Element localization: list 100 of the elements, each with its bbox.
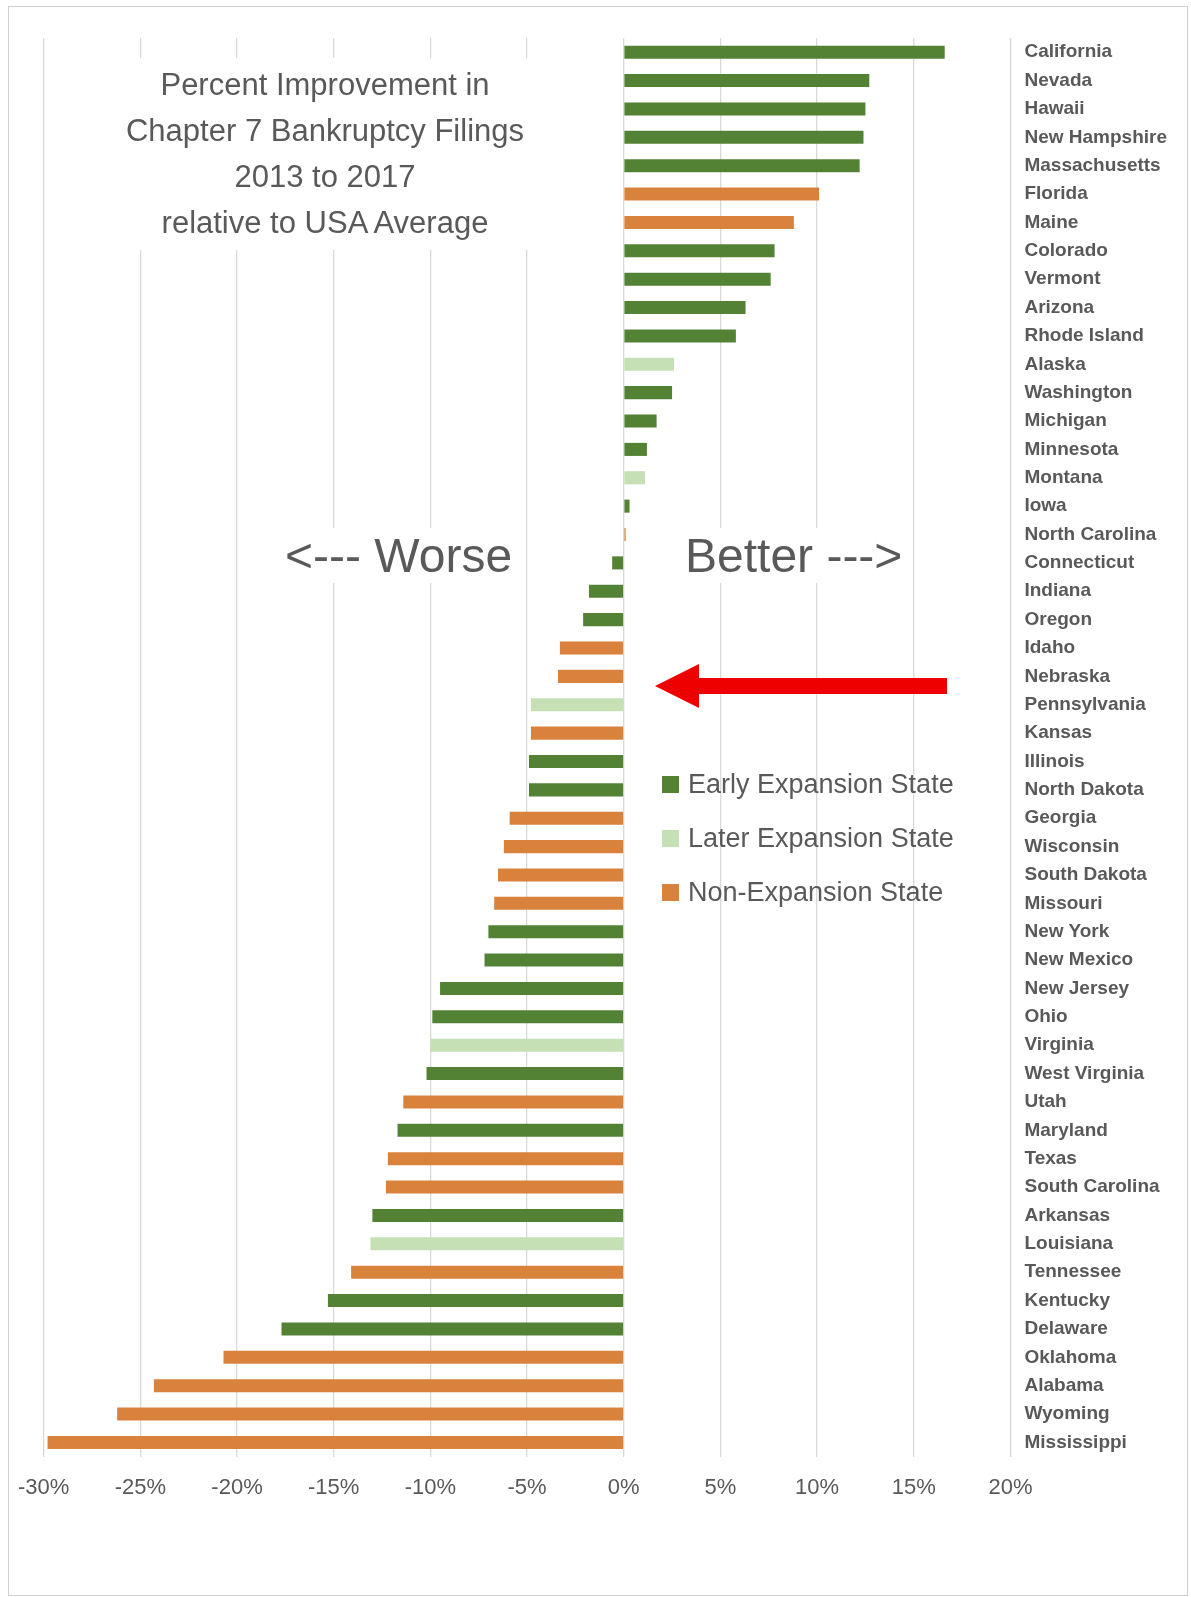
bar	[624, 471, 646, 485]
bar	[488, 925, 624, 939]
annotation: <--- Worse	[285, 528, 513, 583]
x-tick-label: -15%	[308, 1473, 360, 1499]
x-tick-label: 20%	[988, 1473, 1033, 1499]
bar	[327, 1294, 624, 1308]
x-tick-label: 10%	[795, 1473, 840, 1499]
y-tick-label: Michigan	[1024, 409, 1107, 431]
y-tick-label: Tennessee	[1024, 1260, 1122, 1282]
text: Percent Improvement in Chapter 7 Bankruptcy Filings 2013 to 2017 relative to USA Average	[105, 58, 545, 250]
y-tick-label: Louisiana	[1024, 1232, 1114, 1254]
bar	[223, 1350, 624, 1364]
y-tick-label: New Mexico	[1024, 948, 1134, 970]
x-tick-label: -25%	[114, 1473, 167, 1499]
bar	[432, 1010, 624, 1024]
legend-label: Non-Expansion State	[687, 875, 945, 909]
y-tick-label: Maine	[1024, 210, 1079, 232]
annotation: Better --->	[685, 528, 903, 583]
y-tick-label: Massachusetts	[1024, 153, 1161, 175]
y-tick-label: North Carolina	[1024, 522, 1157, 544]
bar	[351, 1265, 624, 1279]
y-tick-label: Maryland	[1024, 1118, 1108, 1140]
bar	[530, 698, 624, 712]
bar	[624, 74, 870, 88]
y-tick-label: Texas	[1024, 1146, 1077, 1168]
y-tick-label: Nevada	[1024, 68, 1093, 90]
bar	[624, 301, 746, 315]
y-tick-label: Arkansas	[1024, 1203, 1111, 1225]
bar	[624, 130, 864, 144]
y-tick-label: West Virginia	[1024, 1061, 1145, 1083]
bar	[529, 754, 624, 769]
y-tick-label: Kentucky	[1024, 1288, 1111, 1310]
bar	[430, 1038, 624, 1052]
bar	[530, 726, 624, 740]
bar	[624, 442, 647, 456]
y-tick-label: Wyoming	[1024, 1402, 1110, 1424]
bar	[624, 357, 675, 371]
y-tick-label: Ohio	[1024, 1005, 1068, 1027]
bar	[503, 840, 624, 854]
y-tick-label: Indiana	[1024, 579, 1092, 601]
y-tick-label: Oklahoma	[1024, 1345, 1117, 1367]
y-tick-label: Idaho	[1024, 636, 1076, 658]
bar	[624, 499, 630, 513]
bar	[588, 584, 624, 598]
y-tick-label: Minnesota	[1024, 437, 1119, 459]
y-tick-label: Utah	[1024, 1090, 1067, 1112]
bar	[624, 159, 860, 173]
bar	[529, 783, 624, 797]
y-tick-label: Arizona	[1024, 295, 1095, 317]
y-tick-label: Connecticut	[1024, 551, 1135, 573]
legend-label: Later Expansion State	[687, 821, 954, 855]
y-tick-label: Wisconsin	[1024, 834, 1120, 856]
y-tick-label: California	[1024, 40, 1113, 62]
x-tick-label: 0%	[607, 1473, 640, 1499]
y-tick-label: Hawaii	[1024, 97, 1085, 119]
y-tick-label: New York	[1024, 919, 1110, 941]
bar	[387, 1152, 624, 1166]
y-tick-label: Georgia	[1024, 806, 1097, 828]
bar	[370, 1237, 624, 1251]
x-tick-label: -30%	[18, 1473, 70, 1499]
bar	[509, 811, 624, 825]
bar	[484, 953, 624, 967]
x-tick-label: -5%	[507, 1473, 547, 1499]
x-tick-label: 15%	[891, 1473, 936, 1499]
y-tick-label: Illinois	[1024, 749, 1085, 771]
y-tick-label: Mississippi	[1024, 1430, 1127, 1452]
y-tick-label: Kansas	[1024, 721, 1093, 743]
bar	[494, 896, 624, 910]
bar	[372, 1208, 624, 1222]
bar	[624, 215, 794, 229]
bar	[440, 981, 624, 995]
bar	[397, 1123, 624, 1137]
y-tick-label: New Hampshire	[1024, 125, 1167, 147]
x-tick-label: -10%	[404, 1473, 457, 1499]
x-tick-label: 5%	[704, 1473, 737, 1499]
y-tick-label: Alabama	[1024, 1373, 1105, 1395]
y-tick-label: New Jersey	[1024, 976, 1130, 998]
y-tick-label: Iowa	[1024, 494, 1068, 516]
bar	[559, 641, 624, 655]
y-tick-label: Pennsylvania	[1024, 692, 1147, 714]
y-tick-label: Colorado	[1024, 239, 1108, 261]
y-tick-label: South Carolina	[1024, 1175, 1160, 1197]
y-tick-label: Missouri	[1024, 891, 1103, 913]
bar	[498, 868, 624, 882]
bar	[624, 102, 866, 116]
bar	[117, 1407, 624, 1421]
bar	[403, 1095, 624, 1109]
bar	[612, 556, 624, 570]
y-tick-label: Virginia	[1024, 1033, 1095, 1055]
y-tick-label: South Dakota	[1024, 863, 1148, 885]
y-tick-label: Washington	[1024, 380, 1133, 402]
bar	[281, 1322, 624, 1336]
y-tick-label: Florida	[1024, 182, 1089, 204]
x-tick-label: -20%	[211, 1473, 263, 1499]
bar	[624, 187, 820, 201]
y-tick-label: Rhode Island	[1024, 324, 1144, 346]
y-tick-label: Oregon	[1024, 607, 1093, 629]
bar	[558, 669, 624, 683]
bar	[583, 613, 624, 627]
y-tick-label: Vermont	[1024, 267, 1102, 289]
